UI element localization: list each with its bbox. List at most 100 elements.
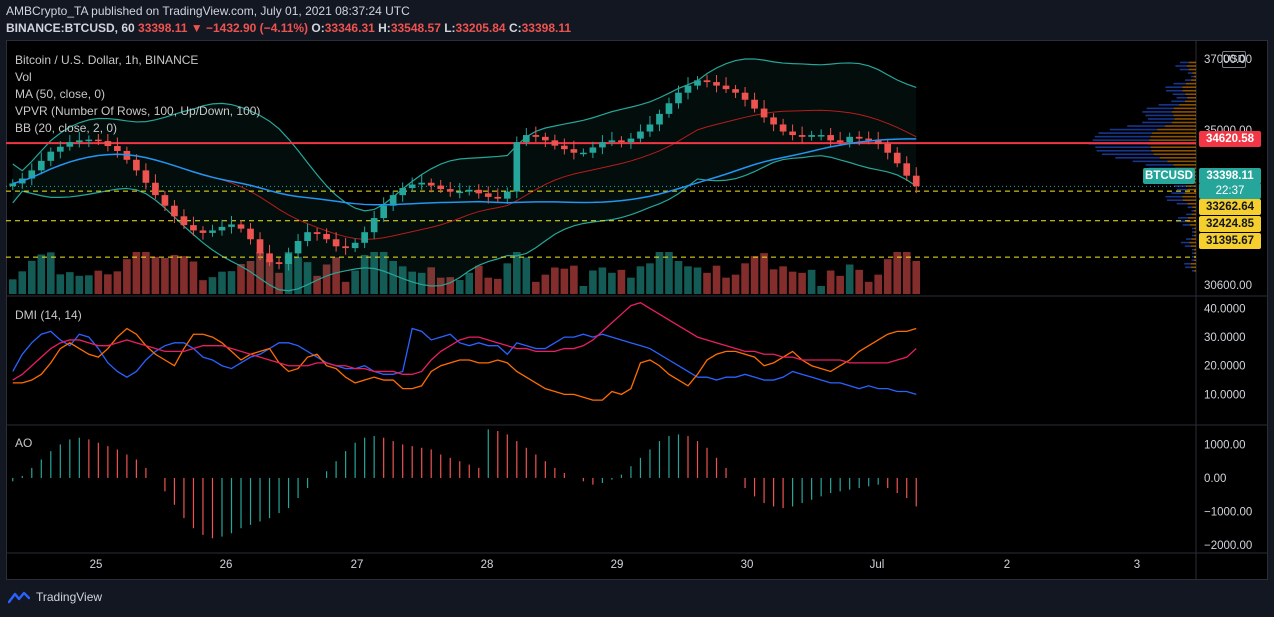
candle-body-37 bbox=[361, 232, 368, 243]
volume-bar-84 bbox=[807, 269, 816, 294]
candle-body-17 bbox=[171, 205, 178, 217]
vpvr-down-59 bbox=[1188, 61, 1196, 64]
candle-body-30 bbox=[294, 241, 302, 254]
vpvr-up-14 bbox=[1175, 220, 1187, 223]
volume-profile bbox=[1088, 61, 1196, 272]
volume-bar-89 bbox=[855, 269, 863, 294]
vpvr-up-51 bbox=[1166, 89, 1183, 92]
volume-bar-24 bbox=[237, 264, 245, 294]
support2-label: 32424.85 bbox=[1199, 216, 1261, 232]
change-value: 33398.11 ▼ −1432.90 (−4.11%) bbox=[138, 21, 309, 35]
volume-bar-85 bbox=[817, 286, 825, 294]
volume-bar-79 bbox=[760, 253, 768, 294]
volume-bar-64 bbox=[617, 269, 626, 294]
candle-body-7 bbox=[75, 140, 83, 143]
vpvr-down-14 bbox=[1186, 220, 1196, 223]
vpvr-down-10 bbox=[1194, 234, 1196, 237]
high-value: 33548.57 bbox=[390, 21, 441, 35]
volume-bar-75 bbox=[722, 277, 730, 294]
volume-bar-40 bbox=[389, 261, 397, 294]
price-chart[interactable]: 37000.0035000.0030600.0040.000030.000020… bbox=[6, 40, 1268, 580]
tradingview-logo[interactable]: TradingView bbox=[8, 590, 102, 604]
vpvr-up-7 bbox=[1184, 245, 1191, 247]
legend-dmi[interactable]: DMI (14, 14) bbox=[15, 308, 82, 322]
candle-body-5 bbox=[56, 146, 64, 152]
vpvr-up-8 bbox=[1180, 241, 1190, 244]
volume-bar-30 bbox=[294, 256, 302, 294]
publish-info: AMBCrypto_TA published on TradingView.co… bbox=[6, 4, 410, 18]
pane-separators bbox=[6, 40, 1268, 580]
vpvr-up-56 bbox=[1187, 72, 1193, 74]
candle-body-31 bbox=[304, 232, 311, 242]
candle-body-61 bbox=[589, 147, 597, 153]
candle-body-26 bbox=[256, 239, 264, 254]
vpvr-up-46 bbox=[1146, 107, 1174, 110]
dmi-tick-1: 30.0000 bbox=[1204, 332, 1246, 344]
candle-body-90 bbox=[865, 138, 873, 141]
volume-bar-61 bbox=[589, 270, 597, 294]
candle-body-8 bbox=[85, 139, 93, 142]
candle-body-88 bbox=[846, 136, 854, 143]
vpvr-down-35 bbox=[1150, 146, 1196, 149]
candle-body-87 bbox=[836, 140, 844, 143]
legend-vol[interactable]: Vol bbox=[15, 70, 32, 84]
volume-bar-86 bbox=[826, 270, 835, 294]
legend-vpvr[interactable]: VPVR (Number Of Rows, 100, Up/Down, 100) bbox=[15, 104, 261, 118]
volume-bar-28 bbox=[275, 272, 283, 294]
volume-bar-51 bbox=[493, 278, 502, 294]
volume-bar-58 bbox=[560, 268, 569, 294]
price-tick-0: 37000.00 bbox=[1204, 54, 1252, 66]
x-tick-5: 30 bbox=[741, 559, 754, 571]
volume-bar-15 bbox=[151, 256, 160, 294]
volume-bar-80 bbox=[769, 269, 778, 294]
candle-body-86 bbox=[827, 135, 834, 141]
volume-bar-88 bbox=[845, 264, 854, 294]
vpvr-down-33 bbox=[1153, 153, 1196, 156]
vpvr-down-51 bbox=[1182, 89, 1196, 92]
vpvr-down-47 bbox=[1179, 104, 1196, 106]
volume-bar-19 bbox=[189, 261, 198, 294]
volume-bar-47 bbox=[455, 280, 464, 294]
volume-bar-69 bbox=[665, 252, 673, 294]
volume-bar-53 bbox=[513, 252, 521, 294]
legend-bb[interactable]: BB (20, close, 2, 0) bbox=[15, 121, 118, 135]
vpvr-up-45 bbox=[1142, 111, 1172, 113]
legend-ao[interactable]: AO bbox=[15, 436, 33, 450]
vpvr-up-13 bbox=[1182, 224, 1191, 226]
volume-bar-94 bbox=[902, 252, 911, 294]
candle-body-76 bbox=[732, 89, 739, 93]
volume-bar-16 bbox=[161, 258, 169, 294]
vpvr-down-9 bbox=[1191, 238, 1196, 240]
symbol-tag: BTCUSD bbox=[1143, 168, 1195, 184]
symbol-label: BINANCE:BTCUSD, 60 bbox=[6, 21, 135, 35]
vpvr-down-55 bbox=[1193, 75, 1196, 78]
ao-tick-2: −1000.00 bbox=[1204, 506, 1252, 518]
candle-body-73 bbox=[703, 80, 711, 83]
volume-bar-26 bbox=[256, 252, 264, 294]
author-name[interactable]: AMBCrypto_TA bbox=[6, 4, 88, 18]
volume-bar-35 bbox=[341, 281, 350, 294]
currency-badge[interactable]: USD bbox=[1222, 51, 1246, 68]
candle-body-92 bbox=[884, 143, 892, 153]
vpvr-up-23 bbox=[1176, 188, 1188, 191]
vpvr-down-6 bbox=[1194, 248, 1196, 251]
volume-bar-55 bbox=[532, 281, 540, 294]
volume-bar-0 bbox=[8, 279, 17, 294]
vpvr-up-54 bbox=[1184, 79, 1192, 81]
vpvr-up-18 bbox=[1187, 206, 1193, 209]
volume-bar-74 bbox=[712, 265, 721, 294]
candle-body-20 bbox=[199, 230, 207, 233]
volume-bar-72 bbox=[693, 267, 702, 294]
volume-bar-14 bbox=[142, 252, 150, 294]
candle-body-70 bbox=[675, 92, 682, 104]
close-value: 33398.11 bbox=[521, 21, 572, 35]
candle-body-56 bbox=[542, 136, 549, 141]
candle-body-72 bbox=[694, 80, 701, 86]
vpvr-up-10 bbox=[1192, 234, 1195, 237]
vpvr-up-55 bbox=[1191, 75, 1194, 78]
vpvr-down-5 bbox=[1194, 252, 1196, 254]
legend-ma[interactable]: MA (50, close, 0) bbox=[15, 87, 106, 101]
dmi-tick-0: 40.0000 bbox=[1204, 303, 1246, 315]
vpvr-up-57 bbox=[1179, 68, 1189, 71]
candle-body-63 bbox=[608, 140, 616, 143]
